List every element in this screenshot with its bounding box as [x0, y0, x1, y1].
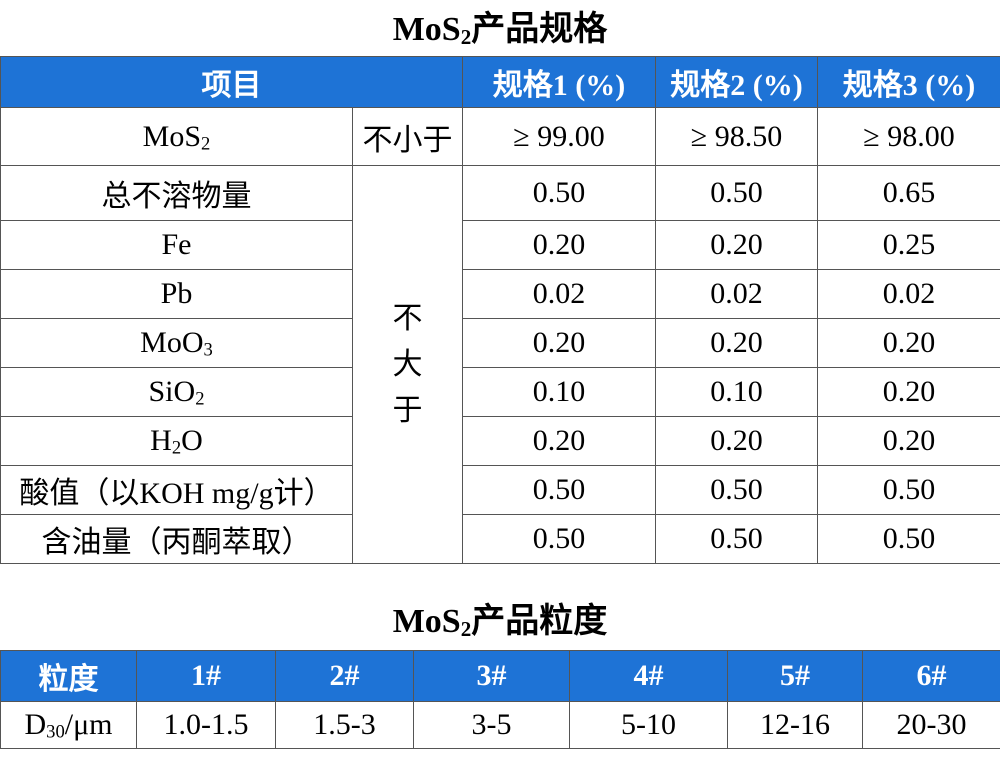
value-cell: 20-30 [862, 701, 1000, 749]
value-cell: 0.20 [655, 416, 818, 466]
table-row: H2O 0.20 0.20 0.20 [0, 416, 1000, 466]
header-grade: 6# [862, 650, 1000, 702]
value-cell: 0.20 [462, 220, 656, 270]
header-grade: 4# [569, 650, 728, 702]
value-cell: 0.10 [462, 367, 656, 417]
row-name: MoS2 [0, 107, 353, 166]
row-label: D30/μm [0, 701, 137, 749]
value-cell: 0.20 [655, 220, 818, 270]
value-cell: 0.50 [817, 514, 1000, 564]
table-header-row: 粒度 1# 2# 3# 4# 5# 6# [0, 650, 1000, 702]
size-title: MoS2产品粒度 [392, 603, 608, 641]
spec-title: MoS2产品规格 [392, 11, 608, 49]
header-spec-3: 规格3 (%) [817, 56, 1000, 108]
table-row: 含油量（丙酮萃取） 0.50 0.50 0.50 [0, 514, 1000, 564]
spec-table: 项目 规格1 (%) 规格2 (%) 规格3 (%) MoS2 不小于 ≥ 99… [0, 56, 1000, 564]
row-name: 含油量（丙酮萃取） [0, 514, 353, 564]
value-cell: ≥ 99.00 [462, 107, 656, 166]
table-row: SiO2 0.10 0.10 0.20 [0, 367, 1000, 417]
header-grade: 1# [136, 650, 276, 702]
row-name: H2O [0, 416, 353, 466]
value-cell: 0.50 [462, 514, 656, 564]
table-row: 总不溶物量 不大于 0.50 0.50 0.65 [0, 165, 1000, 564]
value-cell: 0.50 [655, 465, 818, 515]
value-cell: 0.50 [655, 165, 818, 221]
table-row: Pb 0.02 0.02 0.02 [0, 269, 1000, 319]
row-name: Pb [0, 269, 353, 319]
table-row: 酸值（以KOH mg/g计） 0.50 0.50 0.50 [0, 465, 1000, 515]
table-row: MoO3 0.20 0.20 0.20 [0, 318, 1000, 368]
header-item: 项目 [0, 56, 463, 108]
table-row: D30/μm 1.0-1.5 1.5-3 3-5 5-10 12-16 20-3… [0, 701, 1000, 749]
table-row: Fe 0.20 0.20 0.25 [0, 220, 1000, 270]
value-cell: 3-5 [413, 701, 570, 749]
value-cell: 0.02 [462, 269, 656, 319]
header-spec-2: 规格2 (%) [655, 56, 818, 108]
value-cell: 0.20 [817, 318, 1000, 368]
value-cell: 5-10 [569, 701, 728, 749]
value-cell: 0.50 [817, 465, 1000, 515]
header-grade-label: 粒度 [0, 650, 137, 702]
row-name: 总不溶物量 [0, 165, 353, 221]
size-table: 粒度 1# 2# 3# 4# 5# 6# D30/μm 1.0-1.5 1.5-… [0, 650, 1000, 749]
row-name: SiO2 [0, 367, 353, 417]
value-cell: 0.10 [655, 367, 818, 417]
value-cell: 0.20 [817, 416, 1000, 466]
header-grade: 3# [413, 650, 570, 702]
max-label: 不大于 [352, 165, 463, 564]
row-name: MoO3 [0, 318, 353, 368]
value-cell: 1.5-3 [275, 701, 414, 749]
value-cell: 0.20 [462, 318, 656, 368]
value-cell: ≥ 98.50 [655, 107, 818, 166]
value-cell: 0.50 [462, 165, 656, 221]
value-cell: 12-16 [727, 701, 863, 749]
value-cell: 1.0-1.5 [136, 701, 276, 749]
table-row: MoS2 不小于 ≥ 99.00 ≥ 98.50 ≥ 98.00 [0, 107, 1000, 166]
value-cell: ≥ 98.00 [817, 107, 1000, 166]
value-cell: 0.25 [817, 220, 1000, 270]
value-cell: 0.02 [817, 269, 1000, 319]
value-cell: 0.20 [817, 367, 1000, 417]
value-cell: 0.50 [462, 465, 656, 515]
row-name: Fe [0, 220, 353, 270]
header-grade: 2# [275, 650, 414, 702]
min-label: 不小于 [352, 107, 463, 166]
row-name: 酸值（以KOH mg/g计） [0, 465, 353, 515]
header-grade: 5# [727, 650, 863, 702]
value-cell: 0.20 [462, 416, 656, 466]
value-cell: 0.65 [817, 165, 1000, 221]
value-cell: 0.02 [655, 269, 818, 319]
value-cell: 0.50 [655, 514, 818, 564]
table-header-row: 项目 规格1 (%) 规格2 (%) 规格3 (%) [0, 56, 1000, 108]
header-spec-1: 规格1 (%) [462, 56, 656, 108]
value-cell: 0.20 [655, 318, 818, 368]
